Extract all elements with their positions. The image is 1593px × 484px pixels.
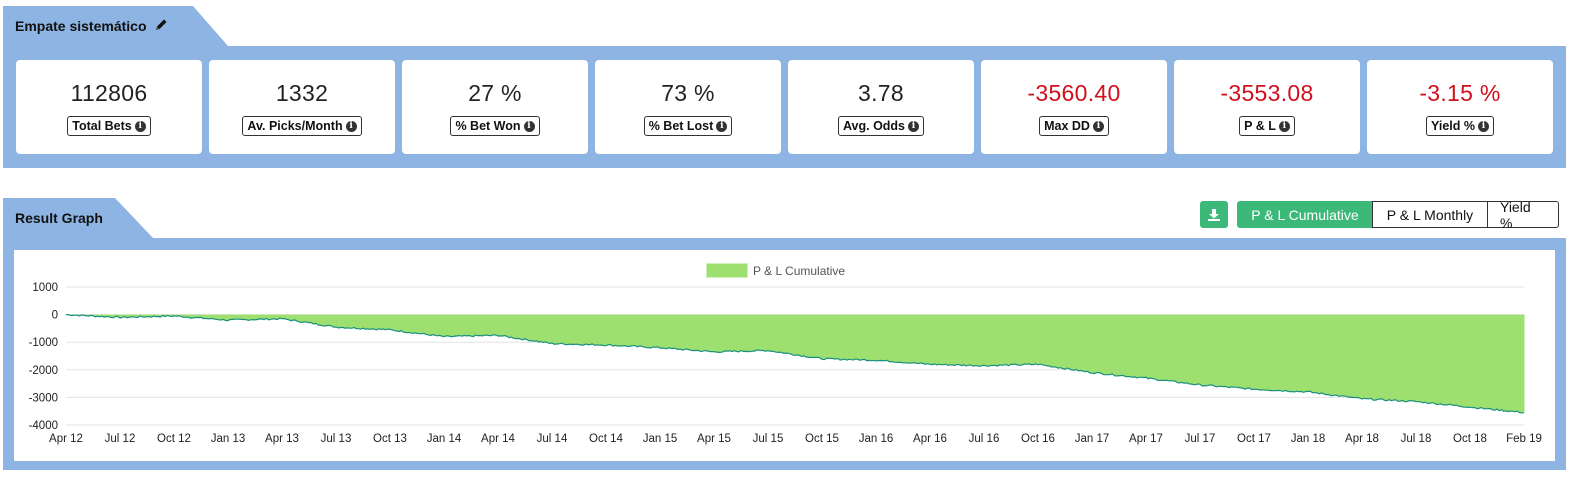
download-icon <box>1208 208 1220 221</box>
x-tick-label: Jan 18 <box>1291 433 1326 445</box>
result-graph-tab: Result Graph <box>3 198 153 238</box>
stat-label: % Bet Lost i <box>643 116 733 136</box>
stats-panel: 112806 Total Bets i 1332 Av. Picks/Month i 27 … <box>3 46 1566 168</box>
x-tick-label: Feb 19 <box>1506 433 1542 445</box>
x-tick-label: Jul 14 <box>537 433 568 445</box>
pl-cumulative-button[interactable]: P & L Cumulative <box>1237 201 1373 228</box>
stat-card: -3.15 % Yield % i <box>1367 60 1553 154</box>
info-icon[interactable]: i <box>345 120 357 132</box>
stat-card: -3560.40 Max DD i <box>981 60 1167 154</box>
x-tick-label: Oct 12 <box>157 433 191 445</box>
stat-label: % Bet Won i <box>450 116 540 136</box>
info-icon[interactable]: i <box>908 120 920 132</box>
x-tick-label: Oct 13 <box>373 433 407 445</box>
info-icon[interactable]: i <box>716 120 728 132</box>
info-icon[interactable]: i <box>1092 120 1104 132</box>
stat-value: -3553.08 <box>1220 80 1314 106</box>
stat-label-text: Av. Picks/Month <box>247 119 343 133</box>
info-icon[interactable]: i <box>1278 120 1290 132</box>
pencil-icon[interactable] <box>155 18 168 34</box>
strategy-title-tab: Empate sistemático <box>3 6 228 46</box>
stat-value: -3560.40 <box>1027 80 1121 106</box>
y-tick-label: 0 <box>52 310 58 322</box>
pl-series-line <box>66 314 1525 414</box>
x-tick-label: Apr 15 <box>697 433 731 445</box>
stat-label: Yield % i <box>1426 116 1494 136</box>
stat-value: 27 % <box>468 80 522 106</box>
stat-value: 112806 <box>70 80 148 106</box>
x-tick-label: Jan 14 <box>427 433 462 445</box>
stat-card: 73 % % Bet Lost i <box>595 60 781 154</box>
x-tick-label: Jul 15 <box>753 433 784 445</box>
y-tick-label: -4000 <box>29 420 58 432</box>
chart-area: 1000 0 -1000 -2000 -3000 -4000 Apr 12 Jul 12 Oct… <box>14 250 1555 461</box>
stat-label: Avg. Odds i <box>837 116 925 136</box>
x-tick-label: Jul 17 <box>1185 433 1216 445</box>
result-graph-title: Result Graph <box>15 210 103 226</box>
stat-label-text: Max DD <box>1044 119 1090 133</box>
y-tick-label: -3000 <box>29 392 58 404</box>
info-icon[interactable]: i <box>134 120 146 132</box>
chart-panel: 1000 0 -1000 -2000 -3000 -4000 Apr 12 Jul 12 Oct… <box>3 238 1566 470</box>
stat-label-text: Avg. Odds <box>842 119 906 133</box>
stat-label-text: % Bet Lost <box>648 119 714 133</box>
x-tick-label: Oct 15 <box>805 433 839 445</box>
stat-value: 3.78 <box>858 80 904 106</box>
stat-value: 73 % <box>661 80 715 106</box>
x-tick-label: Jan 13 <box>211 433 246 445</box>
x-tick-label: Oct 16 <box>1021 433 1055 445</box>
x-tick-label: Oct 18 <box>1453 433 1487 445</box>
yield-button[interactable]: Yield % <box>1487 199 1559 231</box>
x-tick-label: Apr 14 <box>481 433 515 445</box>
info-icon[interactable]: i <box>1478 120 1489 132</box>
y-tick-label: -1000 <box>29 337 58 349</box>
x-tick-label: Apr 18 <box>1345 433 1379 445</box>
stat-card: 1332 Av. Picks/Month i <box>209 60 395 154</box>
x-tick-label: Jul 12 <box>105 433 136 445</box>
stat-label: Av. Picks/Month i <box>242 116 362 136</box>
pl-area-fill <box>66 314 1524 413</box>
x-tick-label: Apr 17 <box>1129 433 1163 445</box>
y-tick-label: 1000 <box>32 282 58 294</box>
stat-label: Total Bets i <box>67 116 151 136</box>
stat-label-text: % Bet Won <box>455 119 521 133</box>
stat-label-text: Total Bets <box>72 119 132 133</box>
stat-value: -3.15 % <box>1419 80 1501 106</box>
stat-label-text: P & L <box>1244 119 1276 133</box>
x-tick-label: Oct 17 <box>1237 433 1271 445</box>
x-tick-label: Jan 16 <box>859 433 894 445</box>
download-button[interactable] <box>1200 201 1228 228</box>
x-tick-label: Jul 16 <box>969 433 1000 445</box>
stat-card: 112806 Total Bets i <box>16 60 202 154</box>
y-tick-label: -2000 <box>29 365 58 377</box>
stat-label-text: Yield % <box>1431 119 1475 133</box>
graph-mode-toggle: P & L Cumulative P & L Monthly Yield % <box>1237 199 1559 231</box>
x-tick-label: Jan 17 <box>1075 433 1110 445</box>
stat-value: 1332 <box>275 80 329 106</box>
stat-card: 3.78 Avg. Odds i <box>788 60 974 154</box>
x-tick-label: Apr 13 <box>265 433 299 445</box>
legend-label: P & L Cumulative <box>753 264 845 278</box>
x-tick-label: Apr 16 <box>913 433 947 445</box>
pl-monthly-button[interactable]: P & L Monthly <box>1372 201 1488 228</box>
strategy-title: Empate sistemático <box>15 18 147 34</box>
x-tick-label: Jul 13 <box>321 433 352 445</box>
x-tick-label: Jan 15 <box>643 433 678 445</box>
x-tick-label: Apr 12 <box>49 433 83 445</box>
stat-label: Max DD i <box>1039 116 1109 136</box>
x-tick-label: Jul 18 <box>1401 433 1432 445</box>
x-tick-label: Oct 14 <box>589 433 623 445</box>
stat-card: 27 % % Bet Won i <box>402 60 588 154</box>
info-icon[interactable]: i <box>523 120 535 132</box>
legend-swatch <box>706 263 748 278</box>
